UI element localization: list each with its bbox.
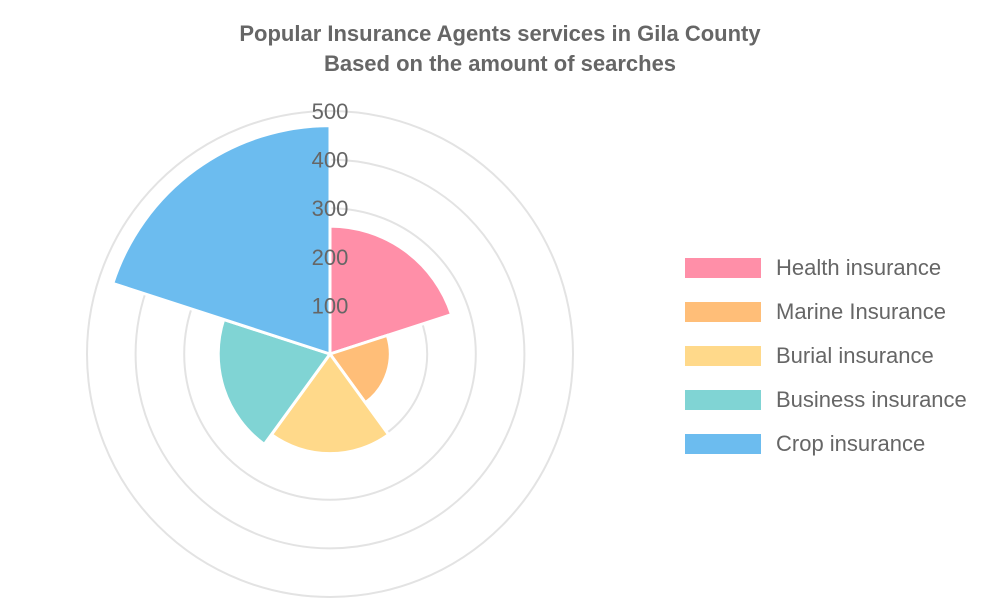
slice-health-insurance[interactable]: [328, 224, 454, 357]
chart-title: Popular Insurance Agents services in Gil…: [239, 21, 761, 46]
legend-label: Health insurance: [776, 255, 942, 280]
legend-item[interactable]: Burial insurance: [685, 334, 967, 378]
slice-business-insurance[interactable]: [216, 317, 333, 447]
slice-marine-insurance[interactable]: [327, 333, 392, 405]
legend-swatch: [685, 390, 761, 410]
legend-label: Business insurance: [776, 387, 967, 412]
grid-circle: [86, 110, 574, 598]
slice-burial-insurance[interactable]: [269, 351, 391, 456]
radial-tick-label: 400: [312, 148, 349, 173]
legend-item[interactable]: Health insurance: [685, 246, 967, 290]
chart-subtitle: Based on the amount of searches: [323, 51, 677, 76]
legend-label: Marine Insurance: [776, 299, 946, 324]
legend-label: Burial insurance: [776, 343, 934, 368]
legend-swatch: [685, 258, 761, 278]
radial-tick-label: 200: [312, 245, 349, 270]
slice-crop-insurance[interactable]: [110, 124, 332, 357]
legend: Health insurance Marine Insurance Burial i…: [685, 246, 967, 466]
legend-item[interactable]: Business insurance: [685, 378, 967, 422]
legend-item[interactable]: Crop insurance: [685, 422, 967, 466]
radial-tick-label: 100: [312, 293, 349, 318]
legend-label: Crop insurance: [776, 431, 926, 456]
legend-swatch: [685, 434, 761, 454]
legend-swatch: [685, 302, 761, 322]
radial-tick-label: 500: [312, 99, 349, 124]
legend-item[interactable]: Marine Insurance: [685, 290, 967, 334]
radial-tick-label: 300: [312, 196, 349, 221]
legend-swatch: [685, 346, 761, 366]
